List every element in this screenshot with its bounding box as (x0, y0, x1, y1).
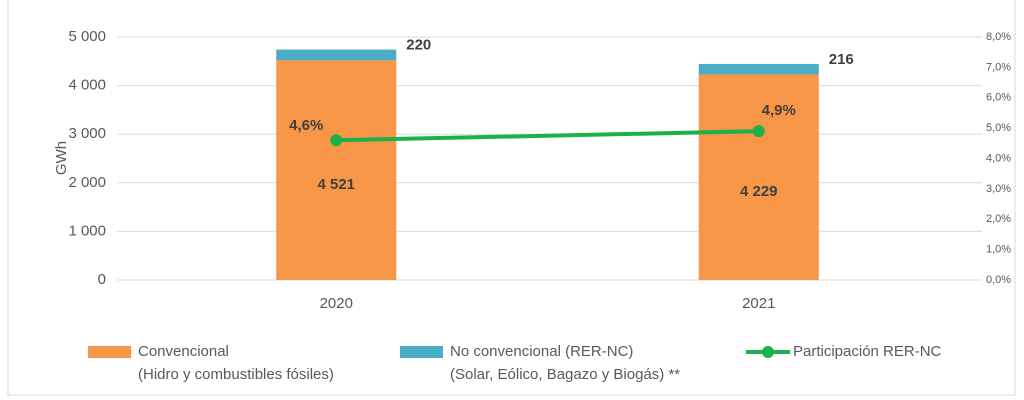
data-label: 4,6% (289, 117, 323, 134)
y2-tick-label: 1,0% (986, 244, 1011, 256)
chart-border (7, 0, 1016, 396)
y2-tick-label: 3,0% (986, 183, 1011, 195)
line-marker (752, 125, 765, 138)
line (336, 129, 759, 143)
legend-label: Participación RER-NC (793, 343, 942, 360)
legend-label: Convencional (Hidro y combustibles fósil… (138, 343, 334, 383)
data-label: 216 (829, 51, 854, 68)
data-label: 4,9% (762, 102, 796, 119)
x-tick-label: 2020 (320, 295, 353, 312)
y-tick-label: 3 000 (68, 125, 106, 142)
bar-segment (276, 49, 397, 61)
data-label: 220 (406, 37, 431, 54)
legend-label: No convencional (RER-NC) (Solar, Eólico,… (450, 343, 681, 383)
y-axis-title: GWh (53, 141, 70, 175)
y2-tick-label: 7,0% (986, 61, 1011, 73)
y-tick-label: 2 000 (68, 174, 106, 191)
data-label: 4 521 (317, 176, 355, 193)
bar-segment (698, 74, 819, 280)
y2-tick-label: 6,0% (986, 92, 1011, 104)
x-tick-label: 2021 (742, 295, 775, 312)
bar-segment (276, 60, 397, 280)
y2-tick-label: 4,0% (986, 152, 1011, 164)
y2-tick-label: 0,0% (986, 274, 1011, 286)
y-tick-label: 1 000 (68, 222, 106, 239)
data-label: 4 229 (740, 183, 778, 200)
legend-swatch (762, 346, 774, 358)
y-tick-label: 5 000 (68, 28, 106, 45)
y-tick-label: 0 (98, 271, 106, 288)
y2-tick-label: 2,0% (986, 213, 1011, 225)
bar-segment (698, 63, 819, 75)
legend-swatch (88, 346, 131, 358)
legend-swatch (400, 346, 443, 358)
y2-tick-label: 5,0% (986, 122, 1011, 134)
line-marker (330, 134, 343, 147)
y-tick-label: 4 000 (68, 77, 106, 94)
y2-tick-label: 8,0% (986, 31, 1011, 43)
